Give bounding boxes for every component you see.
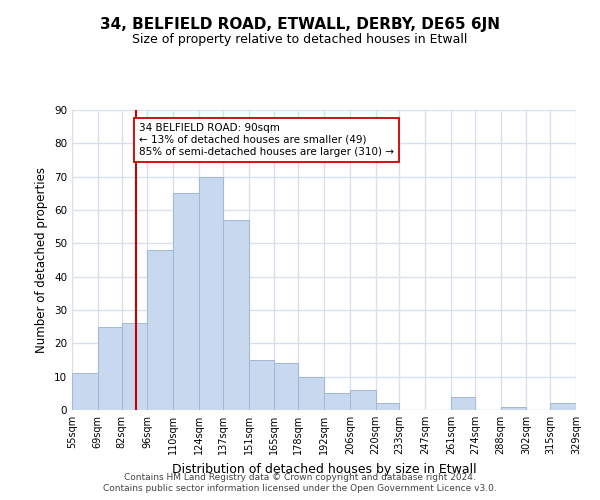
Bar <box>350 390 376 410</box>
X-axis label: Distribution of detached houses by size in Etwall: Distribution of detached houses by size … <box>172 462 476 475</box>
Bar <box>376 404 400 410</box>
Bar <box>248 360 274 410</box>
Bar <box>298 376 324 410</box>
Bar <box>550 404 576 410</box>
Text: Size of property relative to detached houses in Etwall: Size of property relative to detached ho… <box>133 32 467 46</box>
Text: Contains HM Land Registry data © Crown copyright and database right 2024.: Contains HM Land Registry data © Crown c… <box>124 473 476 482</box>
Text: 34, BELFIELD ROAD, ETWALL, DERBY, DE65 6JN: 34, BELFIELD ROAD, ETWALL, DERBY, DE65 6… <box>100 18 500 32</box>
Bar <box>148 250 173 410</box>
Bar <box>122 324 148 410</box>
Bar <box>274 364 298 410</box>
Bar <box>72 374 98 410</box>
Y-axis label: Number of detached properties: Number of detached properties <box>35 167 49 353</box>
Bar <box>98 326 122 410</box>
Bar <box>199 176 223 410</box>
Bar <box>500 406 526 410</box>
Bar <box>451 396 475 410</box>
Bar <box>223 220 248 410</box>
Bar <box>173 194 199 410</box>
Bar <box>324 394 350 410</box>
Text: 34 BELFIELD ROAD: 90sqm
← 13% of detached houses are smaller (49)
85% of semi-de: 34 BELFIELD ROAD: 90sqm ← 13% of detache… <box>139 124 394 156</box>
Text: Contains public sector information licensed under the Open Government Licence v3: Contains public sector information licen… <box>103 484 497 493</box>
